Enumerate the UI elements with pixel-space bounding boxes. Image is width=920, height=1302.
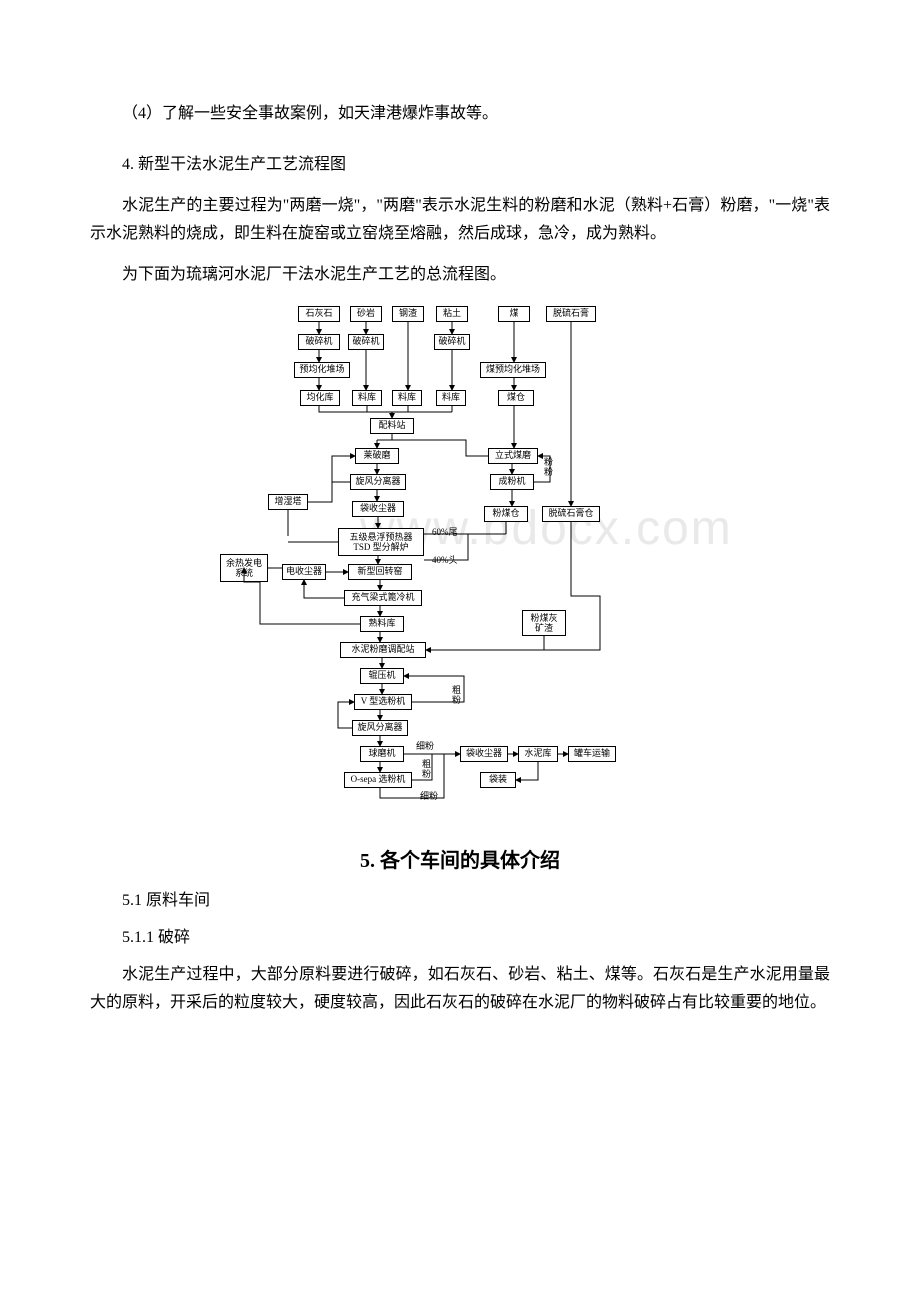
node-chengfen: 成粉机 (490, 474, 534, 490)
node-shuiniku: 水泥库 (518, 746, 558, 762)
node-yujunhua: 预均化堆场 (294, 362, 350, 378)
node-laiyamo: 莱破磨 (355, 448, 399, 464)
paragraph-item4: （4）了解一些安全事故案例，如天津港爆炸事故等。 (90, 100, 830, 127)
label-cufen-3: 粗 粉 (422, 760, 434, 780)
node-guanche: 罐车运输 (568, 746, 616, 762)
node-liaoku-1: 料库 (352, 390, 382, 406)
node-yure: 余热发电 系统 (220, 554, 268, 582)
label-40tou: 40%头 (432, 556, 458, 566)
node-niantu: 粘土 (436, 306, 468, 322)
node-tuoliu-shigao: 脱硫石膏 (546, 306, 596, 322)
node-meiyujunhua: 煤预均化堆场 (480, 362, 546, 378)
node-meicang: 煤仓 (498, 390, 534, 406)
paragraph-2: 水泥生产的主要过程为"两磨一烧"，"两磨"表示水泥生料的粉磨和水泥（熟料+石膏）… (90, 192, 830, 246)
node-shouliaoku: 熟料库 (360, 616, 404, 632)
node-qiumo: 球磨机 (360, 746, 404, 762)
process-flowchart: www.bdocx.com 石灰石 砂岩 钢渣 粘土 煤 脱硫石膏 破碎机 破碎… (220, 306, 700, 816)
node-gangzha: 钢渣 (392, 306, 424, 322)
section-5-1-1: 5.1.1 破碎 (90, 924, 830, 951)
paragraph-5: 水泥生产过程中，大部分原料要进行破碎，如石灰石、砂岩、粘土、煤等。石灰石是生产水… (90, 961, 830, 1015)
section-5-1: 5.1 原料车间 (90, 887, 830, 914)
node-daishou2: 袋收尘器 (460, 746, 508, 762)
section-4-title: 4. 新型干法水泥生产工艺流程图 (90, 151, 830, 178)
flowchart-lines (220, 306, 700, 816)
node-osepa: O-sepa 选粉机 (344, 772, 412, 788)
node-dianshou: 电收尘器 (282, 564, 326, 580)
node-vxing: V 型选粉机 (354, 694, 412, 710)
paragraph-3: 为下面为琉璃河水泥厂干法水泥生产工艺的总流程图。 (90, 261, 830, 288)
node-junhuaku: 均化库 (300, 390, 340, 406)
label-xifen-1: 细粉 (416, 742, 434, 752)
node-xuanfeng2: 旋风分离器 (352, 720, 408, 736)
node-chongqi: 充气梁式篦冷机 (344, 590, 422, 606)
node-posui-3: 破碎机 (434, 334, 470, 350)
node-daishouchen: 袋收尘器 (352, 501, 404, 517)
node-tuoliushigao-cang: 脱硫石膏仓 (542, 506, 600, 522)
node-liaoku-3: 料库 (436, 390, 466, 406)
label-xifen-2: 细粉 (420, 792, 438, 802)
node-xuanfeng1: 旋风分离器 (350, 474, 406, 490)
node-wuji: 五级悬浮预热器 TSD 型分解炉 (338, 528, 424, 556)
node-tiaopei: 水泥粉磨调配站 (340, 642, 426, 658)
node-liaoku-2: 料库 (392, 390, 422, 406)
node-shihuishi: 石灰石 (298, 306, 340, 322)
node-peiliao: 配料站 (370, 418, 414, 434)
node-zengshi: 增湿塔 (268, 494, 308, 510)
label-cufen-2: 粗 粉 (452, 686, 464, 706)
node-lishi: 立式煤磨 (488, 448, 538, 464)
node-mei: 煤 (498, 306, 530, 322)
node-daizhuang: 袋装 (480, 772, 516, 788)
node-shayan: 砂岩 (350, 306, 382, 322)
section-5-title: 5. 各个车间的具体介绍 (90, 844, 830, 873)
node-fenmeicang: 粉煤仓 (484, 506, 528, 522)
page: （4）了解一些安全事故案例，如天津港爆炸事故等。 4. 新型干法水泥生产工艺流程… (0, 0, 920, 1090)
label-cufen-1: 粉 粉 (544, 458, 556, 478)
node-fenmeihui: 粉煤灰 矿渣 (522, 610, 566, 636)
node-gunya: 辊压机 (360, 668, 404, 684)
flowchart-container: www.bdocx.com 石灰石 砂岩 钢渣 粘土 煤 脱硫石膏 破碎机 破碎… (220, 306, 700, 816)
node-posui-1: 破碎机 (298, 334, 340, 350)
node-posui-2: 破碎机 (348, 334, 384, 350)
node-xinxing: 新型回转窑 (348, 564, 412, 580)
label-60wei: 60%尾 (432, 528, 458, 538)
